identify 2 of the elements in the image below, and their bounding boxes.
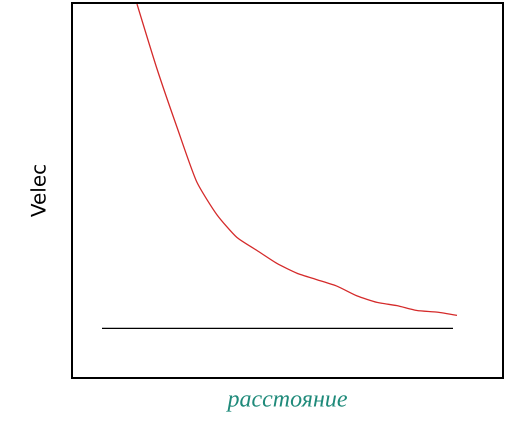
y-axis-title: Velec <box>26 164 50 218</box>
x-axis-title: расстояние <box>225 386 348 413</box>
